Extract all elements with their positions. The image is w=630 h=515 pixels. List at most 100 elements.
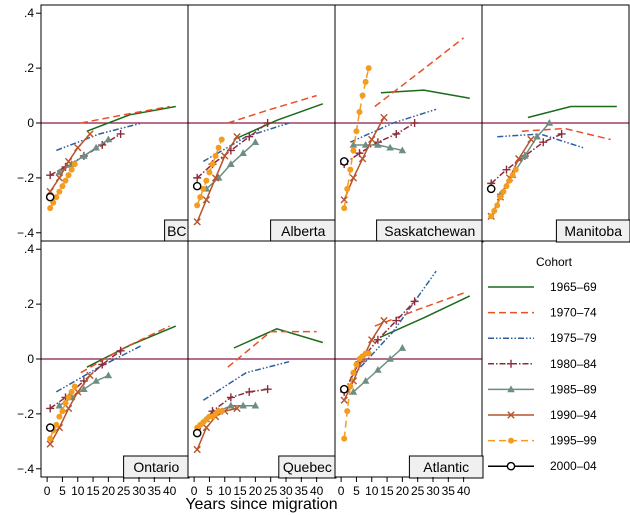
data-point [398, 146, 407, 154]
series-1985-89 [349, 140, 407, 154]
series-1970-74 [521, 127, 611, 141]
data-point [46, 404, 55, 413]
panel-frame [334, 240, 483, 478]
panel-title: BC [167, 223, 186, 239]
data-point [410, 119, 419, 127]
y-axis: −.4 −.2 0 .2 .4 [17, 6, 41, 240]
series-line [233, 103, 324, 141]
x-tick-label: 20 [396, 484, 410, 498]
series-1990-94 [193, 133, 241, 226]
data-point [358, 154, 367, 163]
data-point [53, 421, 60, 428]
data-point [521, 151, 529, 159]
data-point [539, 138, 548, 147]
legend-title: Cohort [536, 255, 573, 269]
data-point [410, 297, 419, 306]
data-point [59, 408, 66, 415]
x-tick-label: 15 [233, 484, 247, 498]
x-tick-label: 0 [191, 484, 198, 498]
data-point [218, 408, 225, 415]
series-1990-94 [46, 130, 94, 196]
data-point [340, 196, 348, 204]
series-line [380, 295, 471, 338]
y-tick-label: .4 [24, 242, 34, 256]
data-point [340, 396, 348, 404]
data-point [202, 196, 211, 204]
data-point [233, 133, 241, 141]
data-point [500, 188, 507, 195]
series-1985-89 [349, 344, 407, 395]
series-line [80, 105, 170, 124]
data-point [349, 174, 358, 182]
data-point [193, 445, 201, 454]
data-point [227, 160, 235, 167]
series-1970-74 [227, 94, 317, 124]
data-point [386, 355, 394, 362]
series-1965-69 [380, 295, 471, 338]
data-point [98, 360, 107, 369]
series-2000-04 [192, 428, 202, 438]
series-1965-69 [86, 105, 176, 132]
legend: Cohort 1965–69 1970–74 1975–79 1980–84 1985–8… [488, 255, 597, 473]
data-point [209, 161, 216, 168]
data-point [86, 371, 94, 380]
data-point [344, 408, 351, 415]
data-point [344, 185, 351, 192]
data-point [92, 376, 100, 384]
data-point [68, 166, 75, 173]
data-point [353, 128, 360, 135]
data-point [392, 316, 401, 325]
x-tick-label: 25 [411, 484, 425, 498]
data-point [380, 316, 388, 325]
legend-marker [507, 359, 515, 368]
panel-atlantic: Atlantic 0 5 10 15 20 25 30 35 40 [334, 240, 484, 498]
data-point [64, 404, 73, 413]
series-2000-04 [486, 184, 496, 194]
data-point [45, 192, 55, 202]
legend-item: 2000–04 [488, 459, 597, 473]
data-point [245, 132, 254, 141]
data-point [503, 183, 510, 190]
data-point [104, 371, 113, 379]
series-1965-69 [527, 105, 617, 119]
panel-frame [481, 4, 630, 242]
data-point [545, 119, 554, 126]
x-tick-label: 5 [206, 484, 213, 498]
data-point [341, 205, 348, 212]
legend-marker [506, 461, 516, 471]
series-1985-89 [55, 371, 113, 409]
data-point [74, 388, 82, 396]
data-point [527, 135, 535, 144]
x-tick-label: 30 [132, 484, 146, 498]
series-1970-74 [374, 292, 464, 327]
x-tick-label: 40 [457, 484, 471, 498]
x-tick-label: 20 [249, 484, 263, 498]
data-point [46, 440, 54, 448]
legend-item: 1985–89 [488, 382, 597, 396]
series-1965-69 [380, 89, 470, 100]
data-point [65, 394, 72, 401]
panel-title: Quebec [283, 459, 332, 475]
x-tick-label: 25 [117, 484, 131, 498]
data-point [200, 185, 207, 192]
x-tick-label: 15 [86, 484, 100, 498]
data-point [80, 151, 88, 159]
panel-manitoba: Manitoba [481, 4, 630, 243]
data-point [116, 129, 125, 138]
data-point [365, 350, 372, 357]
legend-label: 1980–84 [550, 357, 597, 371]
data-point [339, 157, 349, 166]
data-point [347, 383, 354, 390]
data-point [350, 369, 357, 376]
data-point [361, 376, 370, 384]
data-point [245, 387, 254, 396]
series-line [374, 292, 464, 327]
data-point [491, 207, 498, 214]
data-point [211, 174, 220, 182]
data-point [557, 129, 566, 138]
x-tick-label: 5 [59, 484, 66, 498]
x-tick-label: 5 [353, 484, 360, 498]
series-1975-79 [349, 108, 437, 143]
series-2000-04 [45, 192, 55, 202]
